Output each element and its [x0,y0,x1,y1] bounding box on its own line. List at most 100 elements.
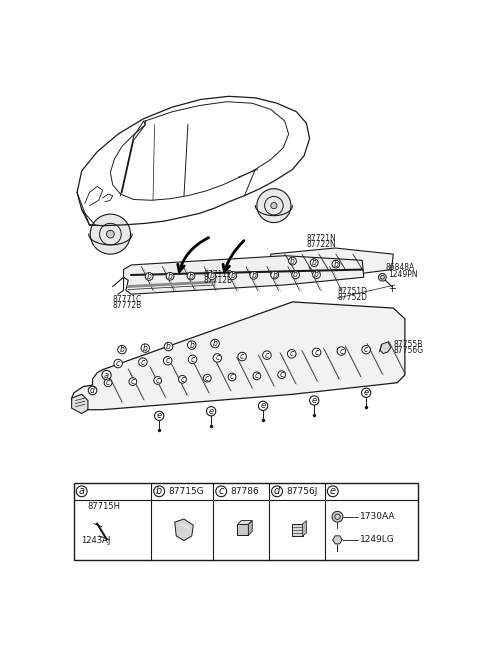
Text: c: c [116,359,120,368]
Text: 87772B: 87772B [113,301,142,310]
Circle shape [154,486,165,496]
Circle shape [155,411,164,421]
Circle shape [263,351,271,360]
Circle shape [204,374,211,382]
Text: c: c [339,346,344,356]
Polygon shape [123,255,364,294]
Circle shape [102,371,111,380]
Text: c: c [166,356,170,365]
Circle shape [141,344,149,352]
Circle shape [288,257,296,265]
Text: c: c [131,377,135,386]
Circle shape [257,189,291,223]
Circle shape [238,352,246,361]
Bar [292,523,302,536]
Circle shape [208,272,216,280]
Circle shape [258,402,268,411]
Text: b: b [168,272,172,281]
Circle shape [229,272,237,280]
Polygon shape [72,302,405,409]
Circle shape [145,272,153,280]
Circle shape [118,345,126,354]
Circle shape [107,231,114,238]
Text: 87771C: 87771C [113,295,142,304]
Text: e: e [261,402,265,410]
Text: 1243AJ: 1243AJ [81,536,110,545]
Circle shape [164,343,173,351]
Text: b: b [143,344,148,352]
Circle shape [362,345,371,354]
Text: b: b [213,339,217,348]
Text: e: e [330,486,336,496]
Circle shape [188,341,196,349]
Text: e: e [156,411,162,421]
Circle shape [187,272,195,280]
Text: c: c [279,370,284,379]
Text: d: d [90,386,95,395]
Bar [74,483,418,560]
Text: 87715H: 87715H [87,502,120,511]
Circle shape [250,271,258,279]
Circle shape [188,355,197,364]
Text: c: c [265,350,269,360]
Text: c: c [180,375,185,384]
Text: e: e [363,388,369,398]
Circle shape [114,359,122,367]
Text: b: b [272,271,277,280]
Circle shape [253,372,261,380]
Circle shape [288,350,296,358]
Circle shape [88,386,97,395]
Text: b: b [252,271,256,280]
Text: 1249LG: 1249LG [360,535,395,544]
Text: 87751D: 87751D [337,287,368,296]
Circle shape [213,354,222,362]
Text: c: c [289,349,294,358]
Circle shape [104,379,112,386]
Text: c: c [218,486,224,496]
Text: c: c [106,378,110,387]
Circle shape [216,486,227,496]
Circle shape [292,271,300,279]
Text: b: b [334,259,338,269]
Circle shape [90,214,131,254]
Circle shape [379,273,386,281]
Circle shape [311,259,318,267]
Text: c: c [205,373,209,383]
Circle shape [129,378,137,385]
Text: b: b [166,342,171,351]
Text: a: a [79,486,84,496]
Circle shape [310,396,319,405]
Circle shape [211,339,219,348]
Circle shape [271,271,278,279]
Text: c: c [255,371,259,381]
Text: 87756J: 87756J [286,487,318,496]
Text: 87721N: 87721N [306,234,336,243]
Text: 1249PN: 1249PN [389,271,418,279]
Text: 87786: 87786 [230,487,259,496]
Circle shape [278,371,286,379]
Polygon shape [380,342,391,354]
Circle shape [332,512,343,522]
Text: b: b [312,258,317,267]
Text: 87752D: 87752D [337,293,368,303]
Circle shape [164,356,172,365]
Circle shape [206,407,216,416]
Text: c: c [230,373,234,381]
Polygon shape [175,519,193,540]
Circle shape [228,373,236,381]
Circle shape [139,358,147,366]
Circle shape [337,346,346,355]
Text: 86848A: 86848A [385,263,415,272]
Bar [238,525,248,535]
Text: 87715G: 87715G [168,487,204,496]
Text: 87711B: 87711B [204,271,232,279]
Text: 87755B: 87755B [393,339,422,348]
Text: b: b [230,271,235,280]
Text: b: b [147,272,152,281]
Text: 87756G: 87756G [393,346,423,355]
Text: b: b [189,272,193,280]
Text: c: c [314,348,319,357]
Text: b: b [156,486,162,496]
Text: b: b [293,271,298,280]
Circle shape [327,486,338,496]
